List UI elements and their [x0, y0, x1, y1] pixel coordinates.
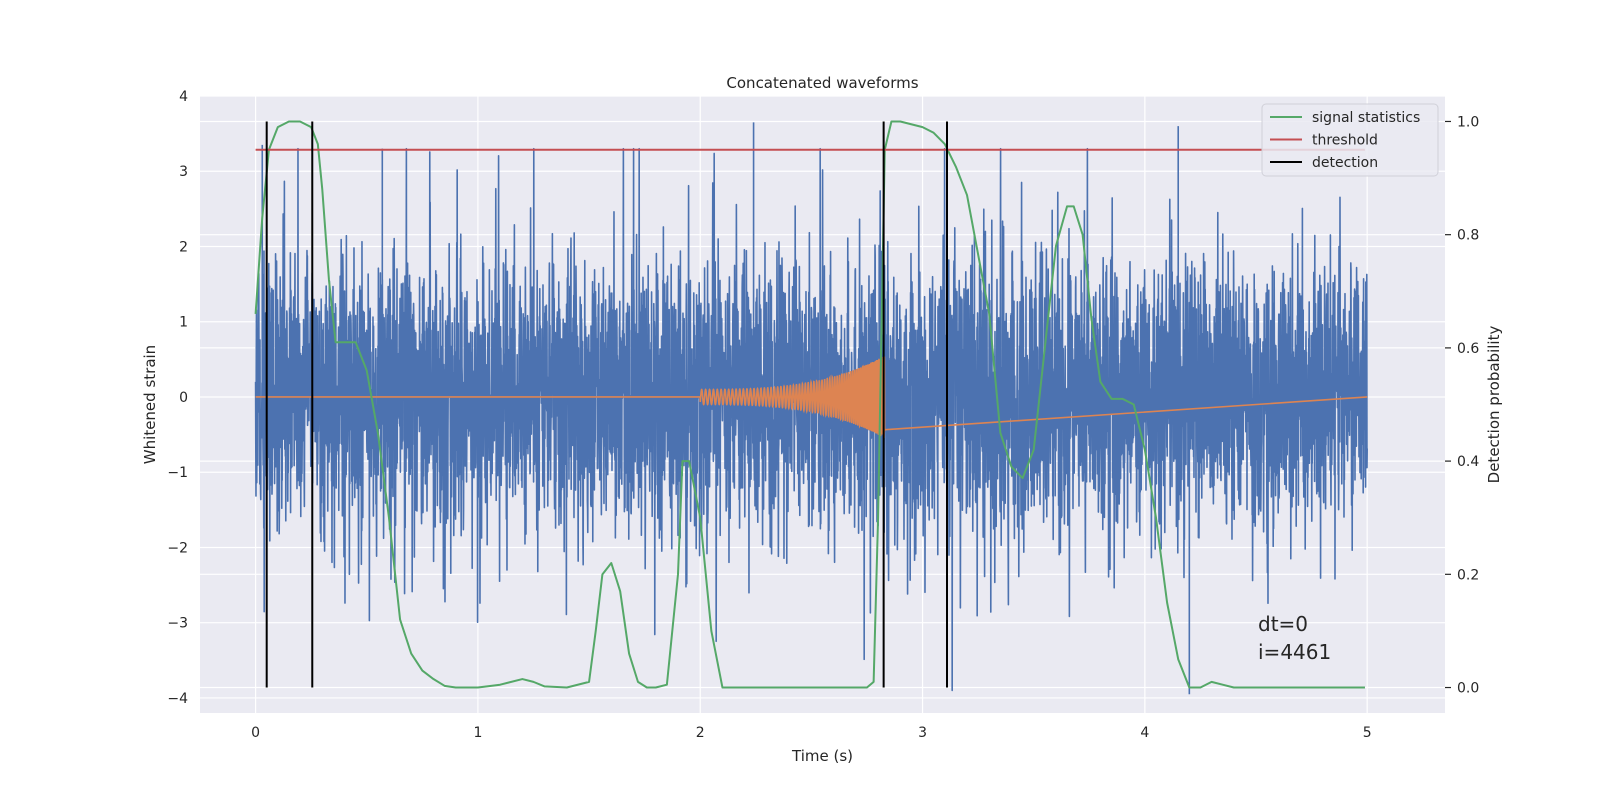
x-tick-label: 3 — [918, 725, 927, 741]
y2-tick-label: 0.4 — [1457, 454, 1479, 470]
y-axis-label: Whitened strain — [141, 345, 159, 464]
legend: signal statistics threshold detection — [1261, 103, 1439, 177]
series-layer — [254, 120, 1368, 695]
y-tick-label: −1 — [167, 465, 188, 481]
y-tick-label: 1 — [179, 315, 188, 331]
y-tick-label: −3 — [167, 616, 188, 632]
y-tick-label: 3 — [179, 164, 188, 180]
legend-label: threshold — [1312, 133, 1378, 149]
y2-tick-label: 0.6 — [1457, 341, 1479, 357]
y2-tick-label: 0.0 — [1457, 681, 1479, 697]
y2-tick-label: 1.0 — [1457, 114, 1479, 130]
x-tick-label: 0 — [251, 725, 260, 741]
chart-title: Concatenated waveforms — [726, 74, 918, 92]
annotation-dt: dt=0 — [1258, 612, 1308, 636]
legend-label: signal statistics — [1312, 110, 1420, 126]
x-tick-label: 4 — [1140, 725, 1149, 741]
x-tick-label: 5 — [1363, 725, 1372, 741]
left-tick-labels: −4 −3 −2 −1 0 1 2 3 4 — [167, 89, 188, 707]
legend-label: detection — [1312, 155, 1378, 171]
y-tick-label: 4 — [179, 89, 188, 105]
injection-series-line — [255, 356, 1368, 438]
y2-axis-label: Detection probability — [1485, 326, 1503, 484]
y2-tick-label: 0.2 — [1457, 567, 1479, 583]
signal-statistics-line — [254, 120, 1365, 689]
annotation-index: i=4461 — [1258, 640, 1331, 664]
strain-series-line — [254, 122, 1368, 695]
x-tick-labels: 0 1 2 3 4 5 — [251, 725, 1372, 741]
x-tick-label: 1 — [473, 725, 482, 741]
y-tick-label: 0 — [179, 390, 188, 406]
x-axis-label: Time (s) — [791, 747, 853, 765]
y-tick-label: −4 — [167, 691, 188, 707]
y-tick-label: −2 — [167, 540, 188, 556]
y-tick-label: 2 — [179, 239, 188, 255]
right-tick-labels: 0.0 0.2 0.4 0.6 0.8 1.0 — [1445, 114, 1479, 697]
y2-tick-label: 0.8 — [1457, 228, 1479, 244]
legend-box — [1261, 103, 1439, 177]
x-tick-label: 2 — [696, 725, 705, 741]
